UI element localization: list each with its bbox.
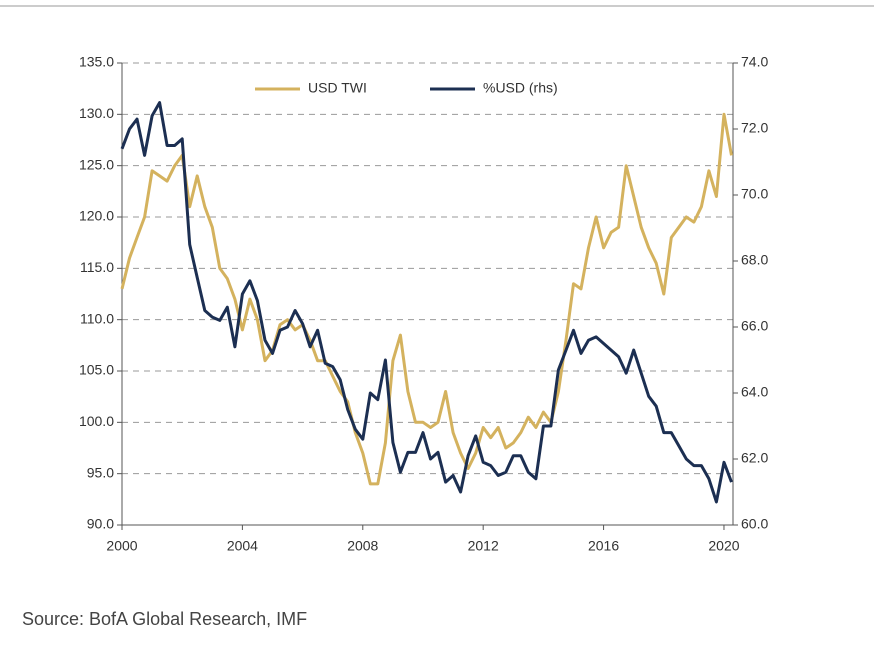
x-tick-label: 2020 (708, 538, 739, 554)
y-tick-label: 95.0 (87, 464, 114, 480)
y2-tick-label: 66.0 (741, 318, 768, 334)
series-line (120, 101, 733, 504)
y-tick-label: 120.0 (79, 208, 114, 224)
source-note: Source: BofA Global Research, IMF (22, 609, 307, 629)
legend-label: %USD (rhs) (483, 80, 558, 96)
y2-tick-label: 70.0 (741, 186, 768, 202)
y2-tick-label: 72.0 (741, 120, 768, 136)
y-tick-label: 90.0 (87, 516, 114, 532)
y2-tick-label: 64.0 (741, 384, 768, 400)
y2-tick-label: 68.0 (741, 252, 768, 268)
y-tick-label: 125.0 (79, 156, 114, 172)
y-tick-label: 135.0 (79, 54, 114, 70)
y2-tick-label: 62.0 (741, 450, 768, 466)
y-tick-label: 105.0 (79, 362, 114, 378)
x-tick-label: 2016 (588, 538, 619, 554)
x-tick-label: 2000 (106, 538, 137, 554)
y-tick-label: 100.0 (79, 413, 114, 429)
y-tick-label: 130.0 (79, 105, 114, 121)
x-tick-label: 2004 (227, 538, 258, 554)
x-tick-label: 2012 (468, 538, 499, 554)
y-tick-label: 110.0 (80, 310, 114, 326)
x-tick-label: 2008 (347, 538, 378, 554)
legend-label: USD TWI (308, 80, 367, 96)
y-tick-label: 115.0 (80, 259, 114, 275)
y2-tick-label: 74.0 (741, 54, 768, 70)
y2-tick-label: 60.0 (741, 516, 768, 532)
series-line (120, 112, 733, 486)
